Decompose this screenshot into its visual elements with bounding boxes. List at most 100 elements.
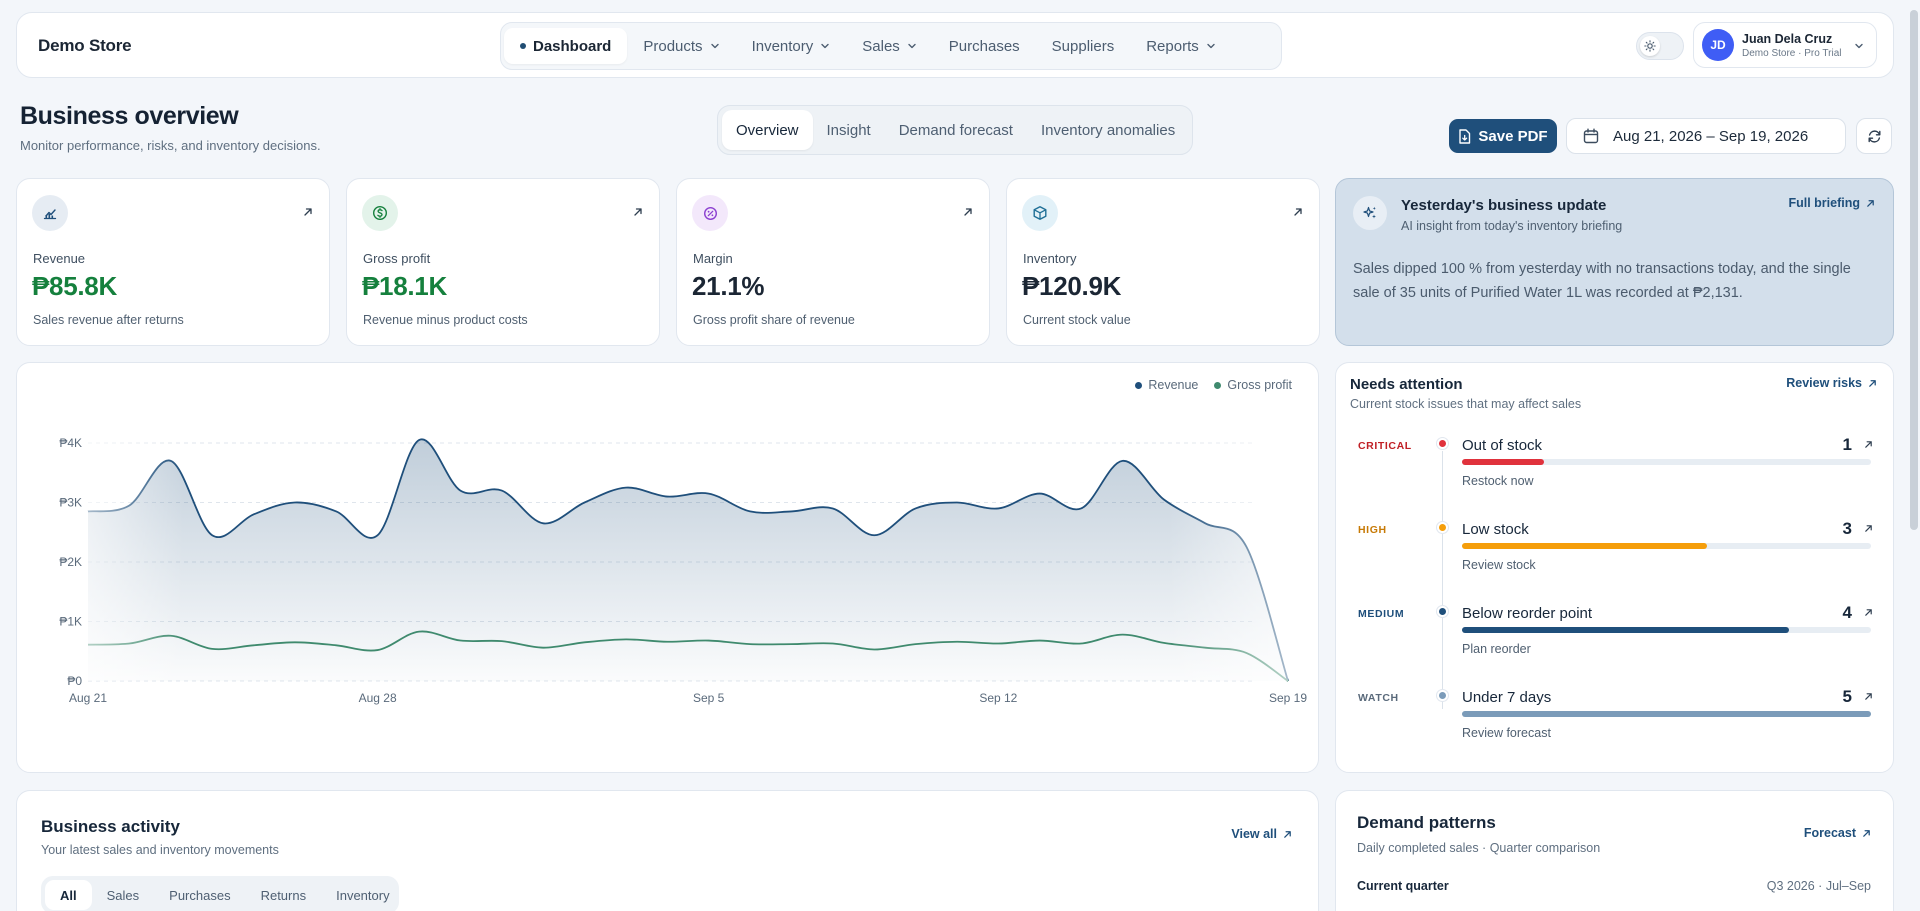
kpi-value: ₱18.1K bbox=[362, 271, 447, 301]
filter-inventory[interactable]: Inventory bbox=[336, 887, 390, 903]
kpi-description: Current stock value bbox=[1023, 313, 1131, 327]
refresh-button[interactable] bbox=[1856, 118, 1892, 154]
save-pdf-label: Save PDF bbox=[1478, 127, 1548, 145]
nav-item-dashboard[interactable]: Dashboard bbox=[504, 28, 628, 64]
risk-progress-fill bbox=[1462, 711, 1871, 717]
file-download-icon bbox=[1459, 128, 1471, 144]
view-all-link[interactable]: View all bbox=[1231, 827, 1292, 841]
risk-progress-bar bbox=[1462, 459, 1871, 465]
nav-item-purchases[interactable]: Purchases bbox=[933, 28, 1036, 64]
y-tick-label: ₱2K bbox=[59, 555, 82, 569]
arrow-up-right-icon bbox=[634, 208, 642, 216]
filter-sales[interactable]: Sales bbox=[106, 887, 140, 903]
severity-dot bbox=[1437, 522, 1448, 533]
save-pdf-button[interactable]: Save PDF bbox=[1449, 119, 1557, 153]
kpi-value: 21.1% bbox=[692, 271, 765, 301]
risk-count: 3 bbox=[1842, 519, 1852, 538]
user-name: Juan Dela Cruz bbox=[1742, 31, 1833, 46]
kpi-card-margin[interactable]: Margin 21.1% Gross profit share of reven… bbox=[676, 178, 990, 346]
date-range-picker[interactable]: Aug 21, 2026 – Sep 19, 2026 bbox=[1566, 118, 1846, 154]
activity-filter-tabs: All Sales Purchases Returns Inventory bbox=[41, 876, 399, 911]
legend-item-gross-profit[interactable]: Gross profit bbox=[1214, 378, 1292, 392]
risk-count: 5 bbox=[1842, 687, 1852, 706]
nav-item-inventory[interactable]: Inventory bbox=[736, 28, 847, 64]
review-risks-link[interactable]: Review risks bbox=[1786, 376, 1877, 390]
tab-insight[interactable]: Insight bbox=[826, 121, 871, 139]
risk-item-out-of-stock[interactable]: CRITICAL Out of stock 1 Restock now bbox=[1336, 435, 1895, 515]
severity-label: HIGH bbox=[1358, 524, 1387, 536]
risk-item-under-7-days[interactable]: WATCH Under 7 days 5 Review forecast bbox=[1336, 687, 1895, 767]
refresh-icon bbox=[1868, 129, 1880, 143]
arrow-up-right-icon bbox=[1865, 693, 1872, 700]
nav-item-label: Purchases bbox=[948, 37, 1020, 55]
nav-item-label: Sales bbox=[862, 37, 900, 55]
active-dot bbox=[520, 43, 526, 49]
risk-progress-bar bbox=[1462, 627, 1871, 633]
kpi-card-inventory[interactable]: Inventory ₱120.9K Current stock value bbox=[1006, 178, 1320, 346]
forecast-link[interactable]: Forecast bbox=[1804, 826, 1871, 840]
filter-returns[interactable]: Returns bbox=[260, 887, 307, 903]
nav-item-suppliers[interactable]: Suppliers bbox=[1036, 28, 1131, 64]
tab-overview[interactable]: Overview bbox=[722, 110, 813, 150]
avatar: JD bbox=[1702, 29, 1734, 61]
risk-name: Under 7 days bbox=[1462, 689, 1552, 706]
nav-item-sales[interactable]: Sales bbox=[846, 28, 933, 64]
y-tick-label: ₱1K bbox=[59, 615, 82, 629]
arrow-up-right-icon bbox=[964, 208, 972, 216]
arrow-up-right-icon bbox=[1869, 379, 1876, 387]
needs-attention-card: Needs attention Current stock issues tha… bbox=[1335, 362, 1894, 773]
chevron-down-icon bbox=[710, 43, 719, 49]
sun-icon bbox=[1640, 36, 1660, 56]
legend-item-revenue[interactable]: Revenue bbox=[1135, 378, 1198, 392]
risk-progress-fill bbox=[1462, 543, 1708, 549]
nav-item-reports[interactable]: Reports bbox=[1130, 28, 1232, 64]
tab-demand-forecast[interactable]: Demand forecast bbox=[898, 121, 1013, 139]
arrow-up-right-icon bbox=[1284, 830, 1291, 838]
arrow-up-right-icon bbox=[1865, 525, 1872, 532]
user-plan: Demo Store · Pro Trial bbox=[1742, 47, 1842, 59]
ai-business-update-card: Yesterday's business update AI insight f… bbox=[1335, 178, 1894, 346]
kpi-label: Revenue bbox=[33, 251, 86, 266]
ai-update-title: Yesterday's business update bbox=[1401, 197, 1607, 214]
risk-item-below-reorder-point[interactable]: MEDIUM Below reorder point 4 Plan reorder bbox=[1336, 603, 1895, 683]
severity-dot bbox=[1437, 606, 1448, 617]
chart-legend: Revenue Gross profit bbox=[1135, 378, 1292, 392]
severity-label: CRITICAL bbox=[1358, 440, 1412, 452]
nav-item-label: Reports bbox=[1146, 37, 1199, 55]
legend-label: Revenue bbox=[1148, 378, 1199, 392]
chevron-down-icon bbox=[908, 43, 916, 49]
demand-patterns-title: Demand patterns bbox=[1357, 813, 1496, 832]
arrow-up-right-icon bbox=[304, 208, 312, 216]
store-name[interactable]: Demo Store bbox=[38, 36, 132, 55]
dollar-icon bbox=[362, 195, 398, 231]
nav-item-products[interactable]: Products bbox=[627, 28, 735, 64]
timeline-line bbox=[1442, 451, 1443, 709]
page-title: Business overview bbox=[20, 102, 239, 130]
filter-purchases[interactable]: Purchases bbox=[169, 887, 231, 903]
risk-progress-bar bbox=[1462, 711, 1871, 717]
full-briefing-link[interactable]: Full briefing bbox=[1788, 196, 1875, 210]
arrow-up-right-icon bbox=[1867, 199, 1874, 207]
x-tick-label: Sep 5 bbox=[693, 691, 725, 705]
kpi-card-revenue[interactable]: Revenue ₱85.8K Sales revenue after retur… bbox=[16, 178, 330, 346]
sparkles-icon bbox=[1353, 196, 1387, 230]
kpi-description: Gross profit share of revenue bbox=[693, 313, 855, 327]
theme-toggle[interactable] bbox=[1636, 32, 1684, 60]
main-nav: Dashboard Products Inventory Sales Purchases… bbox=[500, 22, 1282, 70]
page-scrollbar[interactable] bbox=[1910, 10, 1918, 530]
severity-label: MEDIUM bbox=[1358, 608, 1405, 620]
risk-item-low-stock[interactable]: HIGH Low stock 3 Review stock bbox=[1336, 519, 1895, 599]
kpi-value: ₱120.9K bbox=[1022, 271, 1122, 301]
needs-attention-subtitle: Current stock issues that may affect sal… bbox=[1350, 397, 1582, 411]
user-menu[interactable]: JD Juan Dela Cruz Demo Store · Pro Trial bbox=[1693, 22, 1877, 68]
risk-progress-bar bbox=[1462, 543, 1871, 549]
severity-dot bbox=[1437, 438, 1448, 449]
risk-count: 4 bbox=[1842, 603, 1852, 622]
x-tick-label: Sep 19 bbox=[1269, 691, 1307, 705]
nav-item-label: Dashboard bbox=[533, 37, 612, 55]
nav-item-label: Suppliers bbox=[1051, 37, 1115, 55]
filter-all[interactable]: All bbox=[45, 880, 92, 910]
risk-action: Review stock bbox=[1462, 558, 1536, 572]
tab-inventory-anomalies[interactable]: Inventory anomalies bbox=[1040, 121, 1176, 139]
kpi-card-gross-profit[interactable]: Gross profit ₱18.1K Revenue minus produc… bbox=[346, 178, 660, 346]
